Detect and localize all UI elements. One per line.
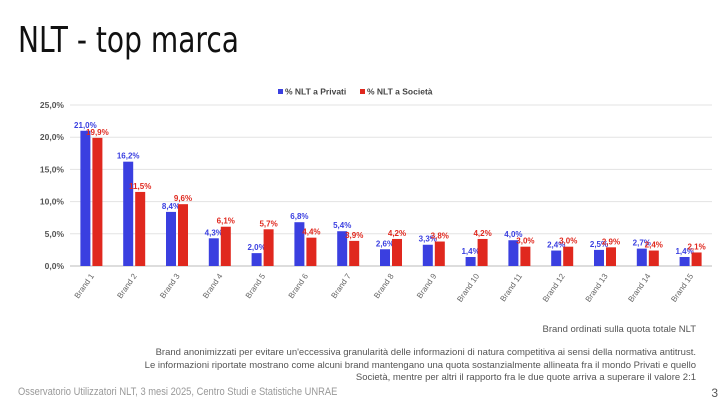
x-tick-label: Brand 3 bbox=[158, 272, 182, 301]
bar bbox=[434, 241, 445, 266]
x-tick-label: Brand 1 bbox=[73, 272, 97, 301]
bar bbox=[92, 137, 103, 266]
y-tick-label: 15,0% bbox=[40, 164, 65, 174]
data-label: 2,6% bbox=[376, 239, 394, 248]
bar bbox=[135, 191, 146, 266]
legend-label: % NLT a Società bbox=[367, 87, 433, 97]
bar-chart: 0,0% 5,0% 10,0% 15,0% 20,0% 25,0% 21,0%19,9% Br… bbox=[40, 87, 712, 304]
bar bbox=[306, 237, 317, 266]
x-tick-label: Brand 14 bbox=[626, 272, 652, 304]
bar bbox=[80, 130, 91, 266]
bar bbox=[648, 250, 659, 266]
data-label: 3,9% bbox=[345, 231, 363, 240]
data-label: 2,9% bbox=[602, 237, 620, 246]
legend-label: % NLT a Privati bbox=[285, 87, 346, 97]
bar bbox=[263, 229, 274, 266]
x-tick-label: Brand 15 bbox=[669, 272, 695, 304]
x-tick-label: Brand 4 bbox=[201, 272, 225, 301]
data-label: 2,0% bbox=[247, 243, 265, 252]
data-label: 4,3% bbox=[205, 228, 223, 237]
data-label: 6,8% bbox=[290, 212, 308, 221]
legend-swatch bbox=[278, 89, 283, 94]
x-tick-label: Brand 2 bbox=[115, 272, 139, 301]
bar bbox=[422, 244, 433, 266]
data-label: 4,2% bbox=[473, 229, 491, 238]
data-label: 21,0% bbox=[74, 121, 97, 130]
page-title: NLT - top marca bbox=[18, 20, 239, 61]
bar bbox=[337, 231, 348, 266]
data-label: 1,4% bbox=[675, 247, 693, 256]
data-label: 8,4% bbox=[162, 202, 180, 211]
y-tick-label: 5,0% bbox=[45, 229, 65, 239]
page-number: 3 bbox=[711, 386, 718, 400]
data-label: 3,3% bbox=[419, 235, 437, 244]
note-text: Brand anonimizzati per evitare un'eccess… bbox=[145, 347, 696, 385]
y-tick-label: 20,0% bbox=[40, 132, 65, 142]
note-line: Società, mentre per altri il rapporto fr… bbox=[355, 372, 696, 383]
x-tick-label: Brand 12 bbox=[541, 272, 567, 304]
data-label: 19,9% bbox=[86, 128, 109, 137]
data-label: 2,5% bbox=[590, 240, 608, 249]
x-tick-label: Brand 9 bbox=[415, 272, 439, 301]
data-label: 11,5% bbox=[129, 182, 151, 191]
data-label: 4,4% bbox=[302, 228, 320, 237]
bar bbox=[477, 238, 488, 266]
bar bbox=[220, 226, 231, 266]
data-label: 4,2% bbox=[388, 229, 406, 238]
bar bbox=[520, 246, 531, 266]
footer: Osservatorio Utilizzatori NLT, 3 mesi 20… bbox=[18, 386, 338, 398]
x-tick-label: Brand 10 bbox=[455, 272, 481, 304]
bar bbox=[208, 238, 219, 266]
data-label: 1,4% bbox=[461, 247, 479, 256]
data-label: 5,4% bbox=[333, 221, 351, 230]
bar bbox=[349, 240, 360, 266]
bar bbox=[178, 204, 188, 266]
bar bbox=[251, 253, 262, 266]
data-label: 4,0% bbox=[504, 230, 522, 239]
data-label: 2,7% bbox=[633, 239, 651, 248]
x-tick-label: Brand 11 bbox=[498, 272, 524, 304]
note-line: Le informazioni riportate mostrano come … bbox=[144, 359, 696, 371]
bar bbox=[380, 249, 390, 266]
x-tick-label: Brand 5 bbox=[244, 272, 268, 301]
data-label: 3,0% bbox=[559, 237, 577, 246]
bar bbox=[508, 240, 519, 266]
y-tick-label: 0,0% bbox=[45, 261, 65, 271]
data-label: 2,4% bbox=[645, 241, 663, 250]
x-tick-label: Brand 8 bbox=[372, 272, 396, 301]
bar bbox=[606, 247, 616, 266]
x-tick-label: Brand 6 bbox=[287, 272, 311, 301]
data-label: 3,8% bbox=[431, 232, 449, 241]
y-tick-label: 10,0% bbox=[40, 197, 65, 207]
bar bbox=[594, 249, 604, 266]
bar bbox=[166, 211, 176, 266]
data-label: 3,0% bbox=[516, 237, 534, 246]
legend-swatch bbox=[360, 89, 365, 94]
data-label: 16,2% bbox=[117, 152, 140, 161]
bar bbox=[465, 256, 476, 266]
data-label: 2,4% bbox=[547, 241, 565, 250]
x-tick-label: Brand 7 bbox=[329, 272, 353, 301]
data-label: 6,1% bbox=[217, 217, 235, 226]
note-line: Brand anonimizzati per evitare un'eccess… bbox=[155, 347, 696, 358]
sort-note: Brand ordinati sulla quota totale NLT bbox=[542, 324, 697, 335]
bar bbox=[551, 250, 562, 266]
data-label: 2,1% bbox=[687, 242, 705, 251]
data-label: 9,6% bbox=[174, 194, 192, 203]
data-label: 5,7% bbox=[259, 219, 277, 228]
bar bbox=[636, 248, 647, 266]
bar bbox=[123, 161, 134, 266]
bar bbox=[679, 256, 690, 266]
x-tick-label: Brand 13 bbox=[584, 272, 610, 304]
bar bbox=[691, 252, 702, 266]
bar bbox=[392, 238, 402, 266]
bar bbox=[294, 222, 305, 266]
y-tick-label: 25,0% bbox=[40, 100, 65, 110]
bar bbox=[563, 246, 574, 266]
